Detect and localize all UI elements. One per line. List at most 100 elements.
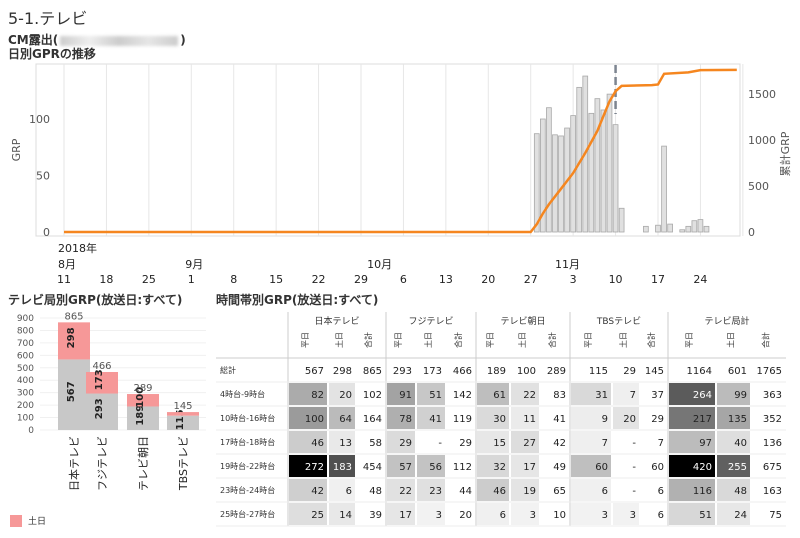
station-bar-label-0-0: 567: [66, 381, 77, 402]
sub-header-5: 合計: [453, 332, 463, 348]
legend-label-weekend: 土日: [28, 517, 47, 527]
heat-cell-1-12: [669, 383, 715, 405]
cell-value-6-6: 6: [500, 510, 506, 521]
x-tick-label-0: 11: [57, 273, 71, 286]
cell-value-1-12: 264: [693, 390, 712, 401]
cell-value-2-0: 100: [305, 414, 324, 425]
bar-y-tick-8: 800: [17, 326, 34, 336]
daily-bar-14: [618, 207, 625, 233]
station-bar-0-seg-0: [58, 359, 90, 430]
heat-cell-6-3: [387, 503, 415, 525]
cell-value-2-7: 11: [523, 414, 536, 425]
cell-value-5-7: 19: [523, 486, 536, 497]
station-bar-label-2-1: 100: [135, 387, 146, 408]
cell-value-3-8: 42: [553, 438, 566, 449]
cell-value-2-9: 9: [602, 414, 608, 425]
heat-cell-3-7: [511, 431, 539, 453]
cell-value-1-14: 363: [763, 390, 782, 401]
cell-value-0-6: 189: [487, 366, 506, 377]
heat-cell-2-7: [511, 407, 539, 429]
heat-cell-5-1: [329, 479, 355, 501]
sub-header-10: 土日: [618, 332, 628, 348]
heat-cell-1-7: [511, 383, 539, 405]
heat-cell-6-1: [329, 503, 355, 525]
station-bar-1-seg-1: [86, 372, 118, 394]
x-tick-label-15: 24: [693, 273, 708, 286]
station-header-3: TBSテレビ: [596, 316, 641, 327]
heat-cell-2-4: [417, 407, 445, 429]
daily-bar-16: [655, 224, 661, 233]
cell-value-4-12: 420: [693, 462, 712, 473]
y-tick-right-3: 1500: [748, 88, 776, 101]
heat-cell-6-10: [613, 503, 639, 525]
cell-value-0-12: 1164: [687, 366, 712, 377]
cell-value-2-13: 135: [728, 414, 747, 425]
cell-value-1-10: 7: [630, 390, 636, 401]
x-month-label-3: 11月: [555, 258, 581, 271]
bar-y-tick-1: 100: [17, 414, 34, 424]
daily-bar-20: [685, 225, 692, 233]
cell-value-2-5: 119: [453, 414, 472, 425]
station-header-2: テレビ朝日: [500, 316, 545, 327]
row-label-6: 25時台-27時台: [220, 509, 275, 519]
row-label-4: 19時台-22時台: [220, 461, 275, 471]
sub-header-9: 平日: [584, 332, 593, 348]
cm-exposure-suffix: ): [180, 33, 186, 47]
cell-value-2-1: 64: [339, 414, 352, 425]
cell-value-5-0: 42: [311, 486, 324, 497]
cell-value-1-13: 99: [734, 390, 747, 401]
x-year-label: 2018年: [58, 242, 97, 255]
bar-y-tick-2: 200: [17, 401, 34, 411]
heat-cell-5-3: [387, 479, 415, 501]
cell-value-4-7: 17: [523, 462, 536, 473]
station-header-0: 日本テレビ: [314, 315, 359, 327]
x-tick-label-4: 8: [230, 273, 238, 286]
bar-y-tick-6: 600: [17, 351, 34, 361]
y-tick-left-2: 100: [29, 113, 50, 126]
daily-bar-0: [533, 133, 540, 233]
daily-grp-chart: 0 50 100 GRP 0 500 1000 1500 累計GRP: [10, 63, 792, 238]
cell-value-0-5: 466: [453, 366, 472, 377]
cell-value-5-1: 6: [346, 486, 352, 497]
x-month-label-0: 8月: [58, 258, 76, 271]
heat-cell-4-12: [669, 455, 715, 477]
sub-header-13: 土日: [726, 332, 736, 348]
y-axis-label-left: GRP: [10, 138, 23, 161]
heat-cell-1-1: [329, 383, 355, 405]
sub-header-6: 平日: [486, 332, 495, 348]
y-tick-right-0: 0: [748, 226, 755, 238]
cell-value-4-3: 57: [399, 462, 412, 473]
daily-bar-15: [643, 225, 649, 233]
cell-value-3-9: 7: [602, 438, 608, 449]
daily-bar-19: [679, 229, 686, 233]
cell-value-3-0: 46: [311, 438, 324, 449]
cell-value-4-8: 49: [553, 462, 566, 473]
x-month-label-2: 10月: [367, 258, 393, 271]
station-total-0: 865: [64, 311, 83, 322]
cell-value-2-4: 41: [429, 414, 442, 425]
station-bar-3-seg-0: [167, 415, 199, 430]
station-bar-label-3-0: 115: [175, 409, 186, 430]
station-bar-label-1-0: 293: [94, 398, 105, 419]
heat-cell-5-4: [417, 479, 445, 501]
heat-cell-1-6: [477, 383, 509, 405]
daily-bar-13: [612, 124, 619, 233]
cell-value-3-2: 58: [369, 438, 382, 449]
cell-value-3-11: 7: [658, 438, 664, 449]
daily-bar-2: [546, 107, 552, 233]
sub-header-2: 合計: [363, 332, 373, 348]
cell-value-6-5: 20: [459, 510, 472, 521]
station-grp-chart: 0 100 200 300 400 500 600 700 800 900 567 298 865 日本テ…: [17, 311, 206, 491]
row-label-3: 17時台-18時台: [220, 437, 275, 447]
cell-value-3-3: 29: [399, 438, 412, 449]
cell-value-5-8: 65: [553, 486, 566, 497]
cumulative-grp-line: [64, 68, 737, 234]
heat-cell-3-13: [717, 431, 750, 453]
station-bar-0-seg-1: [58, 322, 90, 360]
bar-y-tick-7: 700: [17, 339, 34, 349]
bar-y-tick-5: 500: [17, 364, 34, 374]
heat-cell-3-9: [571, 431, 611, 453]
heat-cell-6-7: [511, 503, 539, 525]
cell-value-6-0: 25: [311, 510, 324, 521]
x-tick-label-3: 1: [187, 273, 195, 286]
